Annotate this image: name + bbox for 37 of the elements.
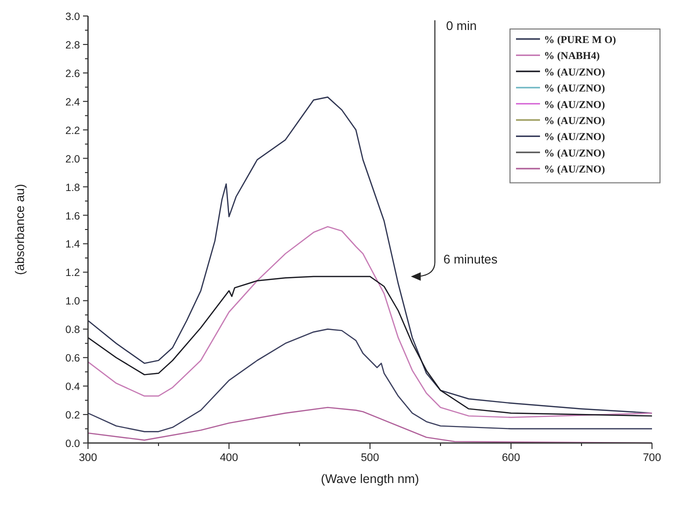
y-tick-label: 2.8 <box>65 39 80 52</box>
x-tick-label: 400 <box>220 452 238 464</box>
annotation: 0 min <box>446 19 477 34</box>
y-tick-label: 0.6 <box>65 352 80 365</box>
legend-label: % (AU/ZNO) <box>544 148 606 160</box>
legend-label: % (PURE M O) <box>544 35 617 46</box>
x-tick-label: 700 <box>642 452 662 464</box>
legend-label: % (AU/ZNO) <box>544 132 606 144</box>
y-tick-label: 1.4 <box>65 238 80 251</box>
y-tick-label: 0.2 <box>65 410 80 422</box>
y-tick-label: 2.0 <box>65 153 80 166</box>
y-tick-label: 1.8 <box>65 182 80 194</box>
y-tick-label: 0.0 <box>65 438 80 450</box>
line-series <box>87 276 653 417</box>
legend-label: % (AU/ZNO) <box>544 164 606 176</box>
legend-label: % (AU/ZNO) <box>544 100 606 111</box>
legend-label: % (AU/ZNO) <box>544 84 606 95</box>
y-tick-label: 1.0 <box>65 296 80 308</box>
y-tick-label: 0.4 <box>65 381 80 394</box>
y-tick-label: 1.6 <box>65 210 80 222</box>
y-axis-title: (absorbance au) <box>13 184 27 276</box>
legend-label: % (AU/ZNO) <box>544 116 606 127</box>
x-axis-title: (Wave length nm) <box>320 472 420 486</box>
y-tick-label: 2.2 <box>65 124 80 137</box>
line-series <box>87 226 653 418</box>
line-series <box>87 328 653 432</box>
x-tick-label: 600 <box>502 452 520 464</box>
y-tick-label: 2.6 <box>65 68 80 80</box>
annotation: 6 minutes <box>443 252 498 267</box>
legend-label: % (AU/ZNO) <box>544 67 606 78</box>
y-tick-label: 2.4 <box>65 96 80 108</box>
x-tick-label: 500 <box>360 452 380 464</box>
y-tick-label: 3.0 <box>65 11 80 23</box>
x-tick-label: 300 <box>78 452 98 464</box>
legend-label: % (NABH4) <box>544 51 600 62</box>
y-tick-label: 1.2 <box>65 267 80 280</box>
y-tick-label: 0.8 <box>65 324 80 336</box>
